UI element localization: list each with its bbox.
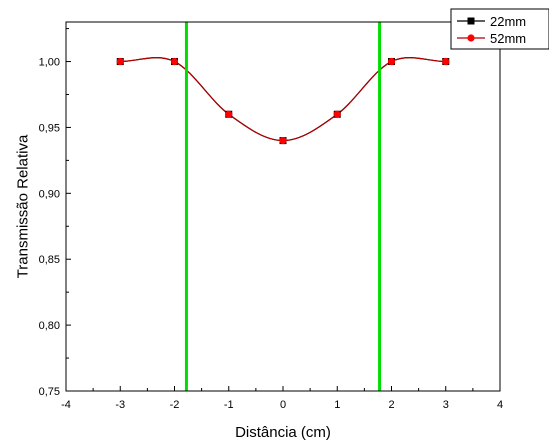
data-point-52mm <box>225 110 233 118</box>
series-line-52mm <box>120 57 446 142</box>
data-point-52mm <box>116 57 124 66</box>
y-tick-label: 0,90 <box>39 188 60 200</box>
x-tick-label: -1 <box>224 399 234 411</box>
data-point-52mm <box>333 110 341 118</box>
x-axis: -4 -3 -2 -1 0 1 2 3 4 <box>61 386 503 411</box>
legend-marker <box>467 17 475 25</box>
data-point-52mm <box>279 137 287 145</box>
y-tick-label: 0,80 <box>39 320 60 332</box>
y-tick-label: 1,00 <box>39 57 60 69</box>
legend-label: 22mm <box>490 14 526 29</box>
y-axis-title: Transmissão Relativa <box>15 134 32 278</box>
legend-label: 52mm <box>490 31 526 46</box>
x-tick-label: 3 <box>443 399 449 411</box>
legend-box <box>450 8 549 50</box>
series-line-22mm <box>120 57 446 142</box>
data-point-52mm <box>442 57 450 66</box>
y-tick-label: 0,75 <box>39 386 60 398</box>
y-tick-label: 0,95 <box>39 122 60 134</box>
axes-frame <box>65 21 501 392</box>
x-tick-label: 0 <box>280 399 286 411</box>
x-axis-title: Distância (cm) <box>235 424 331 441</box>
x-tick-label: 2 <box>388 399 394 411</box>
x-tick-label: -3 <box>115 399 125 411</box>
data-point-52mm <box>170 57 179 66</box>
y-axis: 0,75 0,80 0,85 0,90 0,95 1,00 <box>39 28 71 398</box>
data-point-52mm <box>387 57 396 66</box>
plot-area <box>116 22 450 391</box>
x-tick-label: 4 <box>497 399 503 411</box>
x-tick-label: -2 <box>170 399 180 411</box>
x-tick-label: -4 <box>61 399 71 411</box>
legend-marker <box>467 34 475 42</box>
x-tick-label: 1 <box>334 399 340 411</box>
legend: 22mm 52mm <box>450 8 549 50</box>
y-tick-label: 0,85 <box>39 254 60 266</box>
